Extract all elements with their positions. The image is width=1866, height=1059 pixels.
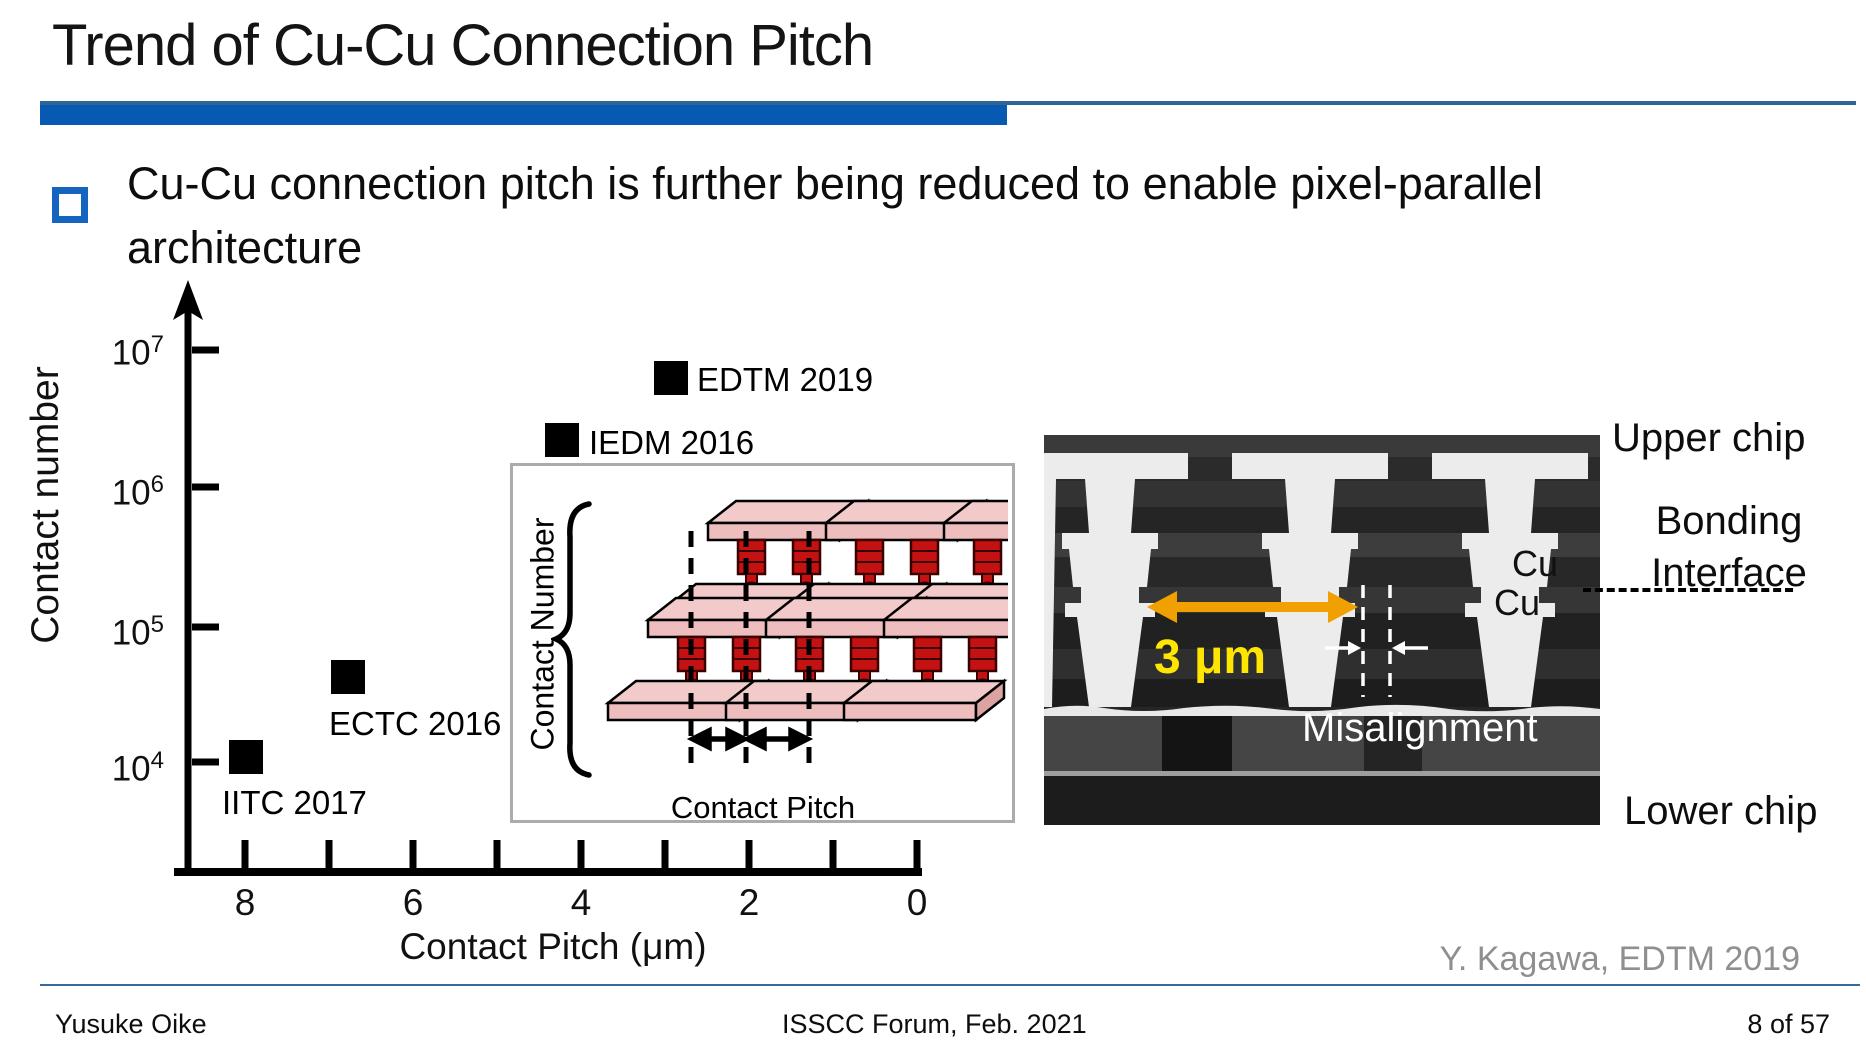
sem-misalignment-lines <box>1361 585 1392 697</box>
bullet-square-icon <box>52 187 88 223</box>
point-label-iedm-2016: IEDM 2016 <box>589 424 755 461</box>
x-tick-label-0: 0 <box>906 882 928 923</box>
point-label-iitc-2017: IITC 2017 <box>222 784 367 821</box>
data-point-ectc-2016 <box>331 660 365 694</box>
x-tick-label-2: 2 <box>738 882 760 923</box>
data-point-iitc-2017 <box>229 740 263 774</box>
y-tick-label-1e5: 105 <box>111 611 164 653</box>
y-tick-label-1e6: 106 <box>111 471 164 513</box>
footer-divider <box>40 984 1860 986</box>
title-accent-bar <box>40 105 1007 125</box>
trend-chart <box>173 280 922 876</box>
y-axis-title: Contact number <box>24 366 67 644</box>
point-label-ectc-2016: ECTC 2016 <box>329 705 502 742</box>
cu-label-upper: Cu <box>1512 543 1558 584</box>
y-axis-ticks <box>192 346 219 766</box>
footer-event: ISSCC Forum, Feb. 2021 <box>782 1009 1087 1039</box>
y-axis <box>184 310 192 872</box>
footer-page-number: 8 of 57 <box>1747 1009 1830 1039</box>
sem-cu-structures <box>1044 453 1588 707</box>
inset-box: Contact Number <box>510 463 1015 825</box>
y-tick-label-1e4: 104 <box>111 747 164 789</box>
bullet-text: Cu-Cu connection pitch is further being … <box>127 158 1543 273</box>
x-tick-label-4: 4 <box>570 882 592 923</box>
cu-label-lower: Cu <box>1494 582 1540 623</box>
sem-misalignment-label: Misalignment <box>1302 706 1538 750</box>
x-tick-label-6: 6 <box>402 882 424 923</box>
x-tick-label-8: 8 <box>234 882 256 923</box>
point-label-edtm-2019: EDTM 2019 <box>697 361 874 398</box>
inset-illustration <box>606 486 1008 768</box>
y-axis-arrow-icon <box>173 280 203 320</box>
data-point-iedm-2016 <box>545 423 579 457</box>
x-axis <box>174 868 922 876</box>
title-rule-thin <box>40 101 1856 105</box>
attribution: Y. Kagawa, EDTM 2019 <box>1439 940 1800 978</box>
y-tick-label-1e7: 107 <box>111 331 164 373</box>
sem-lower-chip-surface <box>1044 704 1600 717</box>
label-upper-chip: Upper chip <box>1612 416 1806 460</box>
x-axis-title: Contact Pitch (μm) <box>399 926 707 967</box>
sem-image: 3 μm Misalignment Cu Cu <box>1044 435 1600 825</box>
sem-scale-label: 3 μm <box>1154 631 1266 684</box>
page-title: Trend of Cu-Cu Connection Pitch <box>52 13 874 78</box>
inset-x-label: Contact Pitch <box>670 790 856 825</box>
bonding-interface-dashed-line <box>1583 588 1793 592</box>
footer-author: Yusuke Oike <box>55 1009 207 1039</box>
label-lower-chip: Lower chip <box>1624 789 1818 833</box>
sem-scale-arrow <box>1147 591 1358 623</box>
x-axis-ticks <box>241 840 921 868</box>
sem-misalignment-arrows <box>1325 641 1428 655</box>
label-bonding-interface: Bonding Interface <box>1651 499 1807 595</box>
inset-brace-icon <box>551 501 592 778</box>
data-point-edtm-2019 <box>654 361 688 395</box>
